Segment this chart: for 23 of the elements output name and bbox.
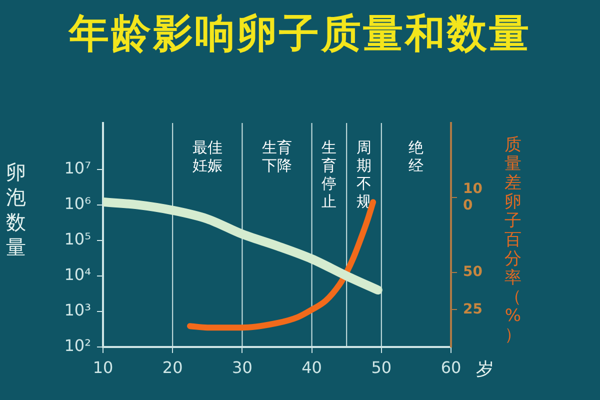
- ref-line-label: 生育停止: [322, 138, 337, 210]
- y-tick-label: 10³: [64, 300, 91, 320]
- ref-line-label: 绝经: [408, 138, 424, 174]
- x-tick-label: 40: [302, 358, 322, 377]
- y2-tick-label: 25: [463, 301, 482, 318]
- x-tick-label: 10: [92, 358, 114, 377]
- y2-tick-label: 10 0: [463, 180, 483, 214]
- chart-title: 年龄影响卵子质量和数量: [67, 10, 532, 59]
- y-tick-label: 10²: [64, 336, 91, 356]
- y-tick-label: 10⁵: [64, 230, 91, 249]
- y-axis-title: 卵泡数量: [5, 160, 27, 260]
- x-tick-label: 50: [371, 358, 392, 377]
- x-axis-title: 岁: [476, 358, 494, 381]
- y2-tick-label: 50: [463, 264, 483, 280]
- y-tick-label: 10⁷: [64, 158, 91, 178]
- x-tick-label: 30: [232, 358, 252, 377]
- y-tick-label: 10⁶: [64, 194, 91, 213]
- y-tick-label: 10⁴: [64, 265, 91, 284]
- x-tick-label: 60: [440, 358, 462, 377]
- x-tick-label: 20: [162, 358, 183, 377]
- ref-line-label: 生育下降: [262, 138, 292, 174]
- text: 质量差卵子百分率（%）: [504, 135, 522, 345]
- ref-line-label: 最佳妊娠: [192, 138, 222, 174]
